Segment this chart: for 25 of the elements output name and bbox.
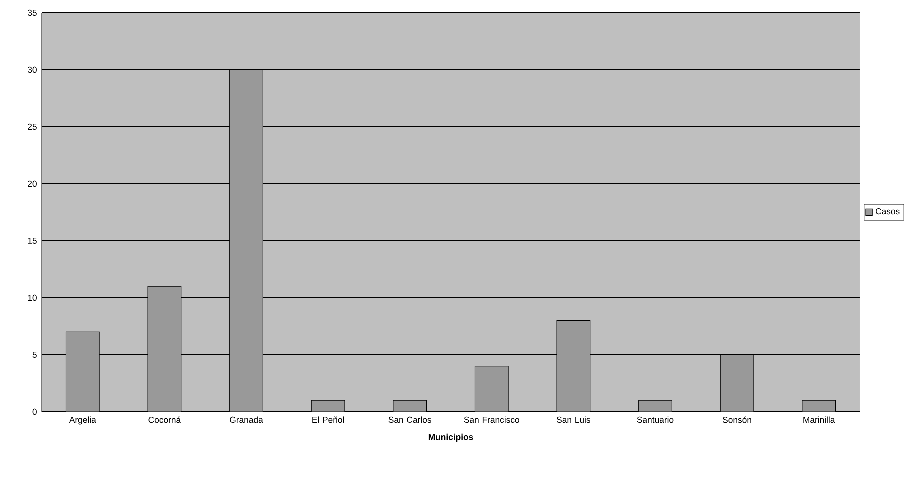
x-tick-label: Cocorná bbox=[148, 416, 182, 424]
bar bbox=[474, 366, 509, 412]
x-tick-label: El Peñol bbox=[312, 416, 344, 424]
y-tick-label: 25 bbox=[28, 124, 37, 130]
x-tick-label: Santuario bbox=[637, 416, 674, 424]
legend-label: Casos bbox=[876, 208, 900, 215]
x-tick-label: Granada bbox=[230, 416, 264, 424]
x-axis-title: Municipios bbox=[428, 434, 474, 442]
y-tick-label: 15 bbox=[28, 238, 37, 244]
bar bbox=[638, 400, 672, 412]
y-tick-label: 30 bbox=[28, 66, 37, 74]
x-tick-label: Marinilla bbox=[804, 416, 836, 424]
bar bbox=[311, 400, 346, 412]
x-tick-label: San Francisco bbox=[464, 416, 520, 424]
y-tick-label: 10 bbox=[28, 294, 37, 302]
x-tick-label: Sonsón bbox=[722, 416, 752, 424]
x-tick-label: San Luis bbox=[556, 416, 590, 424]
x-tick-label: San Carlos bbox=[388, 416, 432, 424]
y-tick-label: 0 bbox=[32, 408, 37, 416]
y-tick-label: 20 bbox=[28, 180, 37, 188]
x-tick-label: Argelia bbox=[69, 416, 96, 425]
y-tick-label: 5 bbox=[32, 352, 37, 358]
bar bbox=[802, 400, 836, 412]
y-tick-label: 35 bbox=[28, 10, 37, 16]
bar bbox=[393, 400, 428, 412]
